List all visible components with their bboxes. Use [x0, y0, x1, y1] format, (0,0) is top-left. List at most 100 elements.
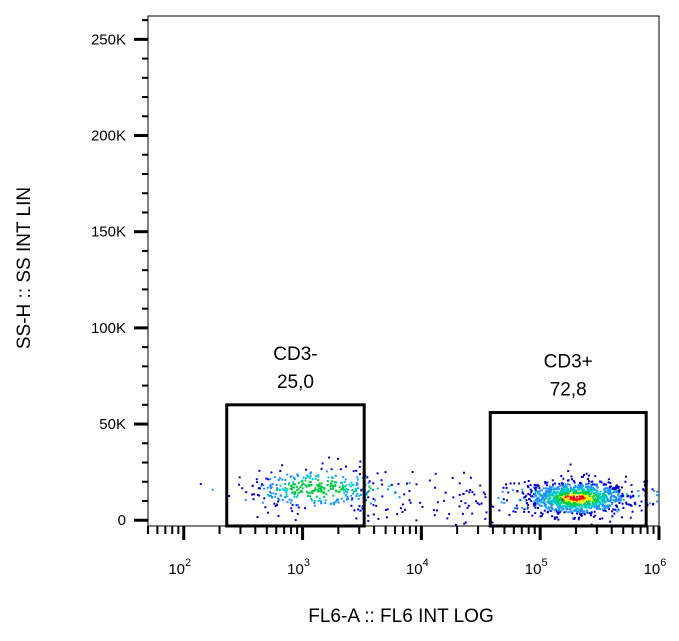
event-dot [593, 488, 596, 491]
event-dot [587, 500, 590, 503]
event-dot [537, 492, 540, 495]
event-dot [406, 482, 408, 485]
event-dot [479, 484, 482, 487]
event-dot [548, 498, 551, 500]
event-dot [572, 479, 575, 482]
event-dot [300, 484, 303, 487]
event-dot [576, 485, 579, 488]
event-dot [538, 489, 541, 492]
event-dot [602, 498, 605, 501]
event-dot [241, 487, 244, 490]
event-dot [320, 467, 323, 470]
event-dot [356, 478, 359, 481]
event-dot [570, 510, 573, 513]
event-dot [534, 492, 537, 495]
event-dot [580, 495, 582, 498]
event-dot [434, 472, 437, 475]
event-dot [539, 499, 542, 502]
event-dot [627, 494, 630, 497]
event-dot [544, 492, 547, 495]
event-dot [609, 520, 612, 523]
event-dot [570, 506, 573, 509]
event-dot [245, 491, 248, 494]
event-dot [562, 489, 565, 492]
event-dot [618, 489, 621, 492]
event-dot [601, 503, 604, 506]
event-dot [583, 492, 586, 495]
event-dot [359, 473, 361, 476]
event-dot [571, 494, 574, 496]
event-dot [613, 491, 616, 493]
event-dot [291, 488, 293, 491]
event-dot [333, 481, 336, 484]
event-dot [602, 499, 605, 502]
event-dot [228, 495, 231, 497]
event-dot [304, 479, 307, 482]
event-dot [307, 494, 310, 497]
event-dot [596, 495, 598, 498]
event-dot [553, 487, 556, 490]
event-dot [614, 508, 617, 511]
event-dot [466, 506, 469, 509]
event-dot [571, 478, 573, 481]
event-dot [275, 489, 278, 491]
event-dot [583, 500, 585, 503]
event-dot [353, 490, 355, 493]
event-dot [580, 499, 583, 502]
event-dot [286, 501, 289, 504]
event-dot [244, 498, 247, 501]
event-dot [616, 499, 619, 502]
event-dot [583, 474, 585, 476]
event-dot [589, 493, 592, 495]
event-dot [263, 487, 266, 490]
event-dot [619, 499, 622, 502]
event-dot [540, 515, 543, 517]
event-dot [590, 484, 593, 486]
event-dot [625, 493, 628, 496]
event-dot [255, 478, 258, 481]
event-dot [571, 512, 574, 515]
event-dot [619, 497, 622, 500]
event-dot [284, 483, 287, 486]
event-dot [279, 470, 282, 472]
event-dot [532, 495, 535, 498]
event-dot [528, 493, 531, 496]
event-dot [297, 488, 300, 491]
event-dot [588, 498, 591, 501]
event-dot [579, 493, 582, 496]
event-dot [251, 493, 254, 496]
event-dot [587, 478, 589, 480]
event-dot [508, 513, 511, 516]
event-dot [404, 508, 406, 511]
event-dot [296, 512, 299, 515]
event-dot [397, 482, 400, 485]
event-dot [587, 489, 590, 492]
event-dot [314, 477, 317, 480]
event-dot [587, 482, 590, 485]
event-dot [330, 483, 333, 486]
event-dot [564, 483, 567, 486]
event-dot [527, 503, 530, 506]
event-dot [559, 492, 562, 495]
event-dot [514, 507, 516, 510]
event-dot [593, 510, 596, 513]
event-dot [530, 489, 533, 492]
event-dot [527, 492, 530, 495]
event-dot [549, 503, 552, 506]
event-dot [433, 514, 436, 517]
event-dot [562, 505, 564, 508]
event-dot [291, 503, 294, 506]
event-dot [652, 503, 655, 506]
event-dot [608, 504, 611, 507]
event-dot [618, 501, 621, 504]
event-dot [372, 497, 375, 500]
event-dot [656, 490, 659, 493]
event-dot [631, 510, 634, 513]
event-dot [502, 498, 505, 501]
event-dot [547, 489, 550, 492]
event-dot [375, 504, 378, 507]
event-dot [570, 489, 573, 492]
event-dot [299, 490, 302, 493]
event-dot [305, 485, 308, 488]
event-dot [595, 505, 598, 508]
